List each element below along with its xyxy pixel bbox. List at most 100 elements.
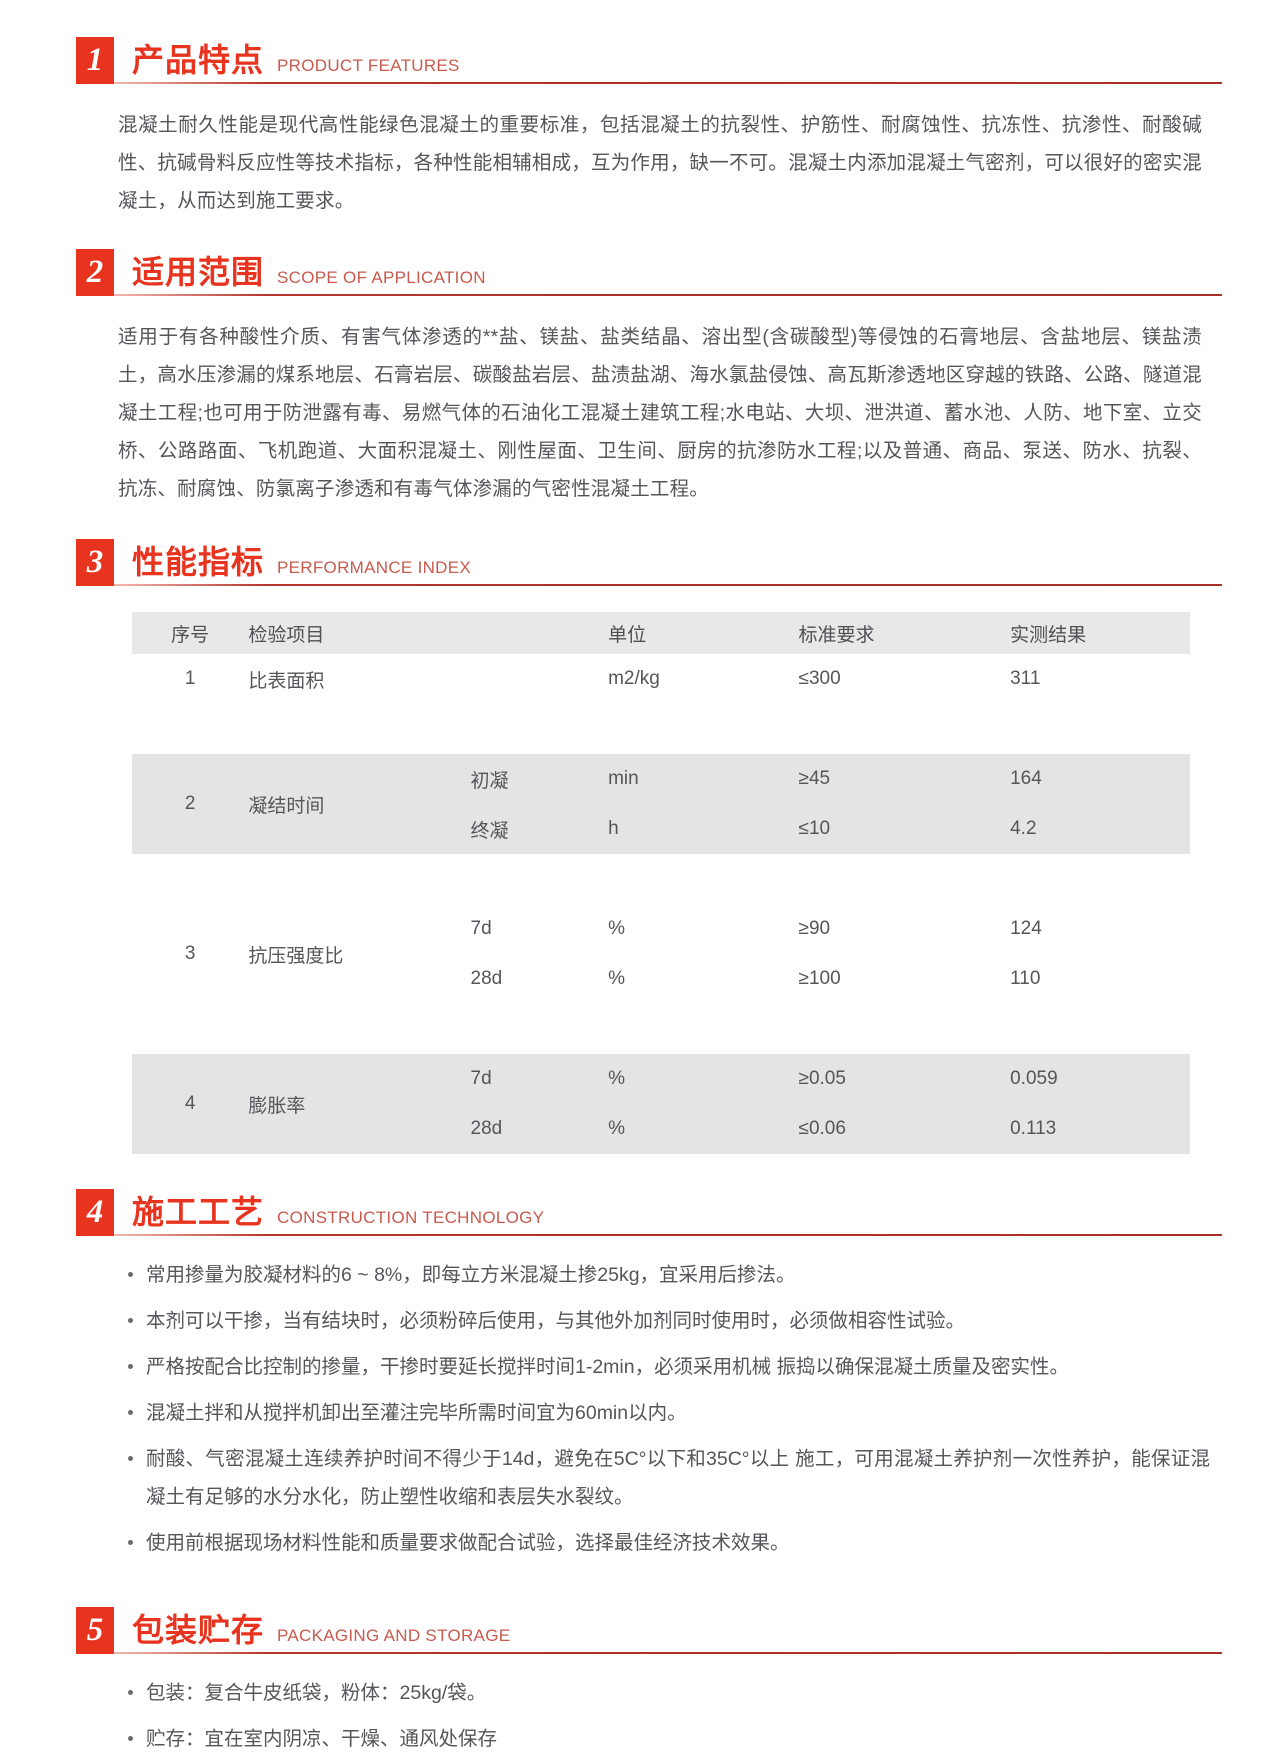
section-divider bbox=[114, 584, 1222, 586]
table-row: 28d% ≥100 110 bbox=[132, 954, 1190, 1004]
cell-subitem: 终凝 bbox=[470, 804, 609, 854]
bullet-text: 耐酸、气密混凝土连续养护时间不得少于14d，避免在5C°以下和35C°以上 施工… bbox=[146, 1448, 1210, 1508]
cell-result: 4.2 bbox=[1010, 804, 1190, 854]
cell-standard: ≥90 bbox=[798, 904, 1011, 954]
packaging-bullet-list: 包装：复合牛皮纸袋，粉体：25kg/袋。 贮存：宜在室内阴凉、干燥、通风处保存 bbox=[126, 1674, 1210, 1758]
table-row: 4 膨胀率 7d% ≥0.05 0.059 bbox=[132, 1054, 1190, 1154]
cell-standard: ≥100 bbox=[798, 954, 1011, 1004]
section-paragraph: 适用于有各种酸性介质、有害气体渗透的**盐、镁盐、盐类结晶、溶出型(含碳酸型)等… bbox=[118, 326, 1202, 500]
table-row: 1 比表面积 m2/kg ≤300 311 bbox=[132, 654, 1190, 704]
cell-unit: % bbox=[608, 904, 799, 954]
cell-result: 110 bbox=[1010, 954, 1190, 1004]
bullet-text: 常用掺量为胶凝材料的6 ~ 8%，即每立方米混凝土掺25kg，宜采用后掺法。 bbox=[146, 1264, 796, 1286]
construction-bullet-list: 常用掺量为胶凝材料的6 ~ 8%，即每立方米混凝土掺25kg，宜采用后掺法。本剂… bbox=[126, 1256, 1210, 1562]
section-divider bbox=[114, 294, 1222, 296]
column-header-item: 检验项目 bbox=[248, 624, 325, 646]
section-number-badge: 1 bbox=[76, 37, 114, 84]
list-item: 严格按配合比控制的掺量，干掺时要延长搅拌时间1-2min，必须采用机械 振捣以确… bbox=[126, 1348, 1210, 1386]
cell-item: 凝结时间 bbox=[248, 754, 471, 854]
separator-cell bbox=[132, 704, 1190, 754]
cell-subitem: 7d bbox=[470, 904, 609, 954]
bullet-text: 严格按配合比控制的掺量，干掺时要延长搅拌时间1-2min，必须采用机械 振捣以确… bbox=[146, 1356, 1070, 1378]
table-row-separator bbox=[132, 854, 1190, 904]
cell-result: 311 bbox=[1010, 654, 1190, 704]
section-number-badge: 2 bbox=[76, 249, 114, 296]
column-header-unit: 单位 bbox=[608, 624, 647, 646]
column-header-standard: 标准要求 bbox=[798, 624, 875, 646]
section-title-en: CONSTRUCTION TECHNOLOGY bbox=[277, 1208, 545, 1227]
table-row: 终凝 h ≤10 4.2 bbox=[132, 804, 1190, 854]
section-title-group: 施工工艺 CONSTRUCTION TECHNOLOGY bbox=[114, 1189, 544, 1236]
section-divider bbox=[114, 82, 1222, 84]
section-title-en: SCOPE OF APPLICATION bbox=[277, 268, 486, 287]
section-number-badge: 3 bbox=[76, 539, 114, 586]
section-title-group: 产品特点 PRODUCT FEATURES bbox=[114, 37, 460, 84]
bullet-dot-icon bbox=[128, 1690, 133, 1695]
cell-subitem: 28d bbox=[470, 1104, 609, 1154]
section-header: 1 产品特点 PRODUCT FEATURES bbox=[0, 30, 1280, 84]
table-row: 28d% ≤0.06 0.113 bbox=[132, 1104, 1190, 1154]
section-title-group: 适用范围 SCOPE OF APPLICATION bbox=[114, 249, 486, 296]
list-item: 本剂可以干掺，当有结块时，必须粉碎后使用，与其他外加剂同时使用时，必须做相容性试… bbox=[126, 1302, 1210, 1340]
section-title-en: PERFORMANCE INDEX bbox=[277, 558, 472, 577]
section-title-group: 包装贮存 PACKAGING AND STORAGE bbox=[114, 1607, 510, 1654]
section-construction-technology: 4 施工工艺 CONSTRUCTION TECHNOLOGY 常用掺量为胶凝材料… bbox=[0, 1154, 1280, 1562]
section-title-cn: 产品特点 bbox=[132, 42, 265, 78]
performance-table: 序号 检验项目 单位 标准要求 实测结果 1 比表面积 m2/kg ≤300 311 2 凝… bbox=[132, 612, 1190, 1154]
bullet-dot-icon bbox=[128, 1410, 133, 1415]
section-divider bbox=[114, 1652, 1222, 1654]
list-item: 使用前根据现场材料性能和质量要求做配合试验，选择最佳经济技术效果。 bbox=[126, 1524, 1210, 1562]
section-number-badge: 4 bbox=[76, 1189, 114, 1236]
section-packaging-and-storage: 5 包装贮存 PACKAGING AND STORAGE 包装：复合牛皮纸袋，粉… bbox=[0, 1570, 1280, 1758]
performance-table-wrapper: 序号 检验项目 单位 标准要求 实测结果 1 比表面积 m2/kg ≤300 311 2 凝… bbox=[132, 612, 1190, 1154]
section-header: 2 适用范围 SCOPE OF APPLICATION bbox=[0, 242, 1280, 296]
table-row-separator bbox=[132, 704, 1190, 754]
section-title-cn: 施工工艺 bbox=[132, 1194, 265, 1230]
column-header-no: 序号 bbox=[171, 624, 210, 646]
cell-result: 0.059 bbox=[1010, 1054, 1190, 1104]
cell-subitem bbox=[470, 654, 609, 704]
bullet-text: 混凝土拌和从搅拌机卸出至灌注完毕所需时间宜为60min以内。 bbox=[146, 1402, 687, 1424]
cell-no: 2 bbox=[132, 754, 249, 854]
cell-standard: ≤300 bbox=[798, 654, 1011, 704]
cell-unit: % bbox=[608, 1054, 799, 1104]
cell-item: 抗压强度比 bbox=[248, 904, 471, 1004]
cell-no: 4 bbox=[132, 1054, 249, 1154]
list-item: 混凝土拌和从搅拌机卸出至灌注完毕所需时间宜为60min以内。 bbox=[126, 1394, 1210, 1432]
bullet-text: 使用前根据现场材料性能和质量要求做配合试验，选择最佳经济技术效果。 bbox=[146, 1532, 790, 1554]
cell-item: 膨胀率 bbox=[248, 1054, 471, 1154]
bullet-text: 贮存：宜在室内阴凉、干燥、通风处保存 bbox=[146, 1728, 498, 1750]
separator-cell bbox=[132, 854, 1190, 904]
list-item: 贮存：宜在室内阴凉、干燥、通风处保存 bbox=[126, 1720, 1210, 1758]
bullet-dot-icon bbox=[128, 1318, 133, 1323]
cell-result: 124 bbox=[1010, 904, 1190, 954]
cell-subitem: 7d bbox=[470, 1054, 609, 1104]
section-title-en: PRODUCT FEATURES bbox=[277, 56, 460, 75]
table-row: 2 凝结时间 初凝 min ≥45 164 bbox=[132, 754, 1190, 854]
bullet-text: 本剂可以干掺，当有结块时，必须粉碎后使用，与其他外加剂同时使用时，必须做相容性试… bbox=[146, 1310, 966, 1332]
list-item: 耐酸、气密混凝土连续养护时间不得少于14d，避免在5C°以下和35C°以上 施工… bbox=[126, 1440, 1210, 1516]
cell-standard: ≥0.05 bbox=[798, 1054, 1011, 1104]
section-title-cn: 适用范围 bbox=[132, 254, 265, 290]
cell-unit: min bbox=[608, 754, 799, 804]
section-number-badge: 5 bbox=[76, 1607, 114, 1654]
column-header-subitem bbox=[471, 612, 609, 654]
cell-subitem: 28d bbox=[470, 954, 609, 1004]
section-header: 5 包装贮存 PACKAGING AND STORAGE bbox=[0, 1600, 1280, 1654]
bullet-dot-icon bbox=[128, 1736, 133, 1741]
cell-result: 0.113 bbox=[1010, 1104, 1190, 1154]
cell-no: 1 bbox=[132, 654, 249, 704]
bullet-dot-icon bbox=[128, 1364, 133, 1369]
table-header-row: 序号 检验项目 单位 标准要求 实测结果 bbox=[132, 612, 1190, 654]
section-header: 3 性能指标 PERFORMANCE INDEX bbox=[0, 532, 1280, 586]
cell-unit: m2/kg bbox=[608, 654, 799, 704]
cell-unit: % bbox=[608, 954, 799, 1004]
separator-cell bbox=[132, 1004, 1190, 1054]
table-body: 1 比表面积 m2/kg ≤300 311 2 凝结时间 初凝 min ≥45 164 终凝 h ≤10 4… bbox=[132, 654, 1190, 1154]
bullet-text: 包装：复合牛皮纸袋，粉体：25kg/袋。 bbox=[146, 1682, 487, 1704]
cell-result: 164 bbox=[1010, 754, 1190, 804]
table-row: 3 抗压强度比 7d% ≥90 124 bbox=[132, 904, 1190, 1004]
cell-standard: ≥45 bbox=[798, 754, 1011, 804]
section-performance-index: 3 性能指标 PERFORMANCE INDEX 序号 检验项目 单位 标准要求… bbox=[0, 508, 1280, 1154]
table-row-separator bbox=[132, 1004, 1190, 1054]
